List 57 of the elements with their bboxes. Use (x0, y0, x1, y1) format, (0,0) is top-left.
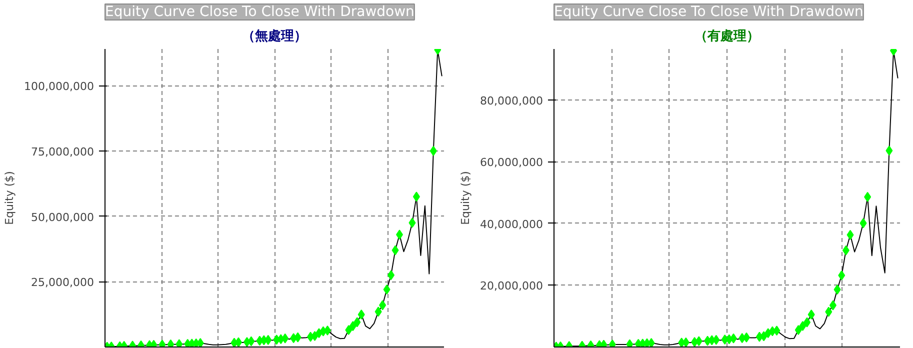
y-tick-label: 40,000,000 (480, 218, 544, 231)
point (825, 306, 832, 317)
point (860, 218, 867, 228)
point (695, 336, 702, 346)
point (294, 332, 302, 342)
point (282, 333, 289, 344)
point (799, 321, 806, 331)
point (730, 333, 737, 344)
point (379, 300, 386, 310)
point (349, 321, 356, 332)
point (234, 337, 242, 347)
point (682, 337, 690, 347)
point (838, 270, 846, 280)
point (834, 284, 841, 295)
y-tick-label: 80,000,000 (480, 94, 544, 108)
y-tick-label: 75,000,000 (31, 145, 94, 158)
chart-title: Equity Curve Close To Close With Drawdown (105, 4, 414, 20)
point (430, 146, 437, 156)
y-tick-label: 100,000,000 (24, 80, 94, 94)
y-axis-title: Equity ($) (3, 171, 16, 225)
point (264, 334, 272, 345)
point (311, 331, 318, 342)
point (324, 326, 331, 336)
point (388, 270, 395, 280)
chart-title: Equity Curve Close To Close With Drawdown (554, 4, 864, 20)
y-tick-label: 60,000,000 (480, 156, 544, 170)
point (408, 218, 416, 228)
point (804, 317, 811, 328)
point (396, 230, 404, 240)
point (712, 334, 720, 345)
point (176, 339, 183, 347)
chart-subtitle: （無處理） (242, 29, 307, 44)
point (374, 306, 382, 317)
point (794, 325, 802, 336)
point (354, 317, 361, 328)
point (886, 146, 893, 156)
y-tick-label: 20,000,000 (480, 280, 544, 293)
point (760, 331, 768, 342)
point (248, 336, 255, 346)
point (829, 300, 836, 310)
point (412, 192, 420, 202)
y-tick-label: 25,000,000 (31, 276, 94, 290)
point (392, 245, 399, 256)
point (842, 245, 850, 256)
point (358, 310, 365, 320)
y-tick-label: 50,000,000 (31, 210, 94, 224)
point (345, 325, 352, 336)
chart-subtitle: （有處理） (694, 29, 760, 44)
point (846, 230, 854, 240)
point (864, 192, 872, 202)
point (383, 284, 390, 294)
y-axis-title: Equity ($) (459, 171, 472, 225)
point (626, 339, 634, 347)
point (773, 326, 780, 336)
point (167, 339, 174, 347)
point (742, 332, 750, 342)
point (808, 310, 815, 320)
